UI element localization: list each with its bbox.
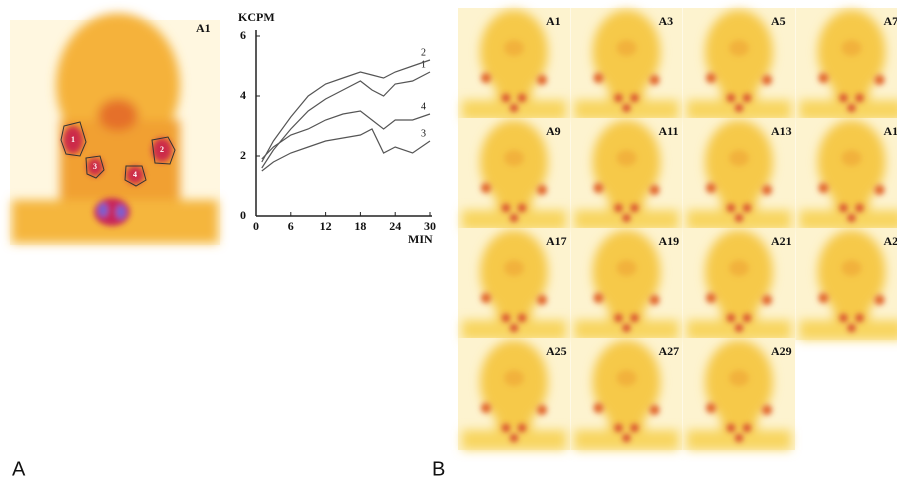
frame-label: A5: [771, 14, 786, 28]
scan-frame: [796, 118, 897, 230]
x-tick-label: 6: [288, 219, 294, 233]
y-tick-label: 6: [240, 28, 246, 42]
frame-label: A25: [546, 344, 567, 358]
frame-label: A9: [546, 124, 561, 138]
frame-label: A7: [884, 14, 897, 28]
y-tick-label: 4: [240, 88, 246, 102]
y-tick-label: 2: [240, 148, 246, 162]
panel-label: B: [432, 458, 445, 480]
curve-label: 4: [421, 101, 426, 112]
y-axis-label: KCPM: [238, 10, 275, 24]
scan-frame: [796, 228, 897, 340]
frames: A1 A3 A5 A7 A9 A11 A13 A15 A17 A19 A21 A23 A25 A27 A29: [458, 8, 897, 450]
curve: [262, 129, 430, 171]
curve: [262, 111, 430, 159]
x-tick-label: 12: [320, 219, 332, 233]
frame-label: A17: [546, 234, 567, 248]
frame-label: A15: [884, 124, 897, 138]
curve-label: 3: [421, 128, 426, 139]
roi-label: 1: [71, 135, 75, 144]
x-axis-label: MIN: [408, 232, 433, 246]
frame-label: A19: [659, 234, 680, 248]
frame-label: A13: [771, 124, 792, 138]
x-tick-label: 18: [354, 219, 366, 233]
curve-label: 2: [421, 47, 426, 58]
x-tick-label: 0: [253, 219, 259, 233]
panel-label: A: [12, 458, 26, 480]
scan-frame: [796, 8, 897, 120]
y-tick-label: 0: [240, 208, 246, 222]
x-tick-label: 24: [389, 219, 401, 233]
roi-label: 2: [160, 145, 164, 154]
scan-image: [10, 13, 220, 245]
frame-label: A23: [884, 234, 897, 248]
frame-label: A29: [771, 344, 792, 358]
frame-label: A3: [659, 14, 674, 28]
roi-label: 3: [93, 162, 97, 171]
roi-label: 4: [133, 170, 137, 179]
frame-label: A1: [546, 14, 561, 28]
image-label: A1: [196, 21, 211, 35]
x-tick-label: 30: [424, 219, 436, 233]
curve-label: 1: [421, 59, 426, 70]
frame-label: A27: [659, 344, 680, 358]
curve: [262, 60, 430, 162]
figure: A1 1 2 3 4 A B KCPM MIN 0246061218243012…: [0, 0, 897, 486]
frame-label: A21: [771, 234, 792, 248]
frame-label: A11: [659, 124, 679, 138]
